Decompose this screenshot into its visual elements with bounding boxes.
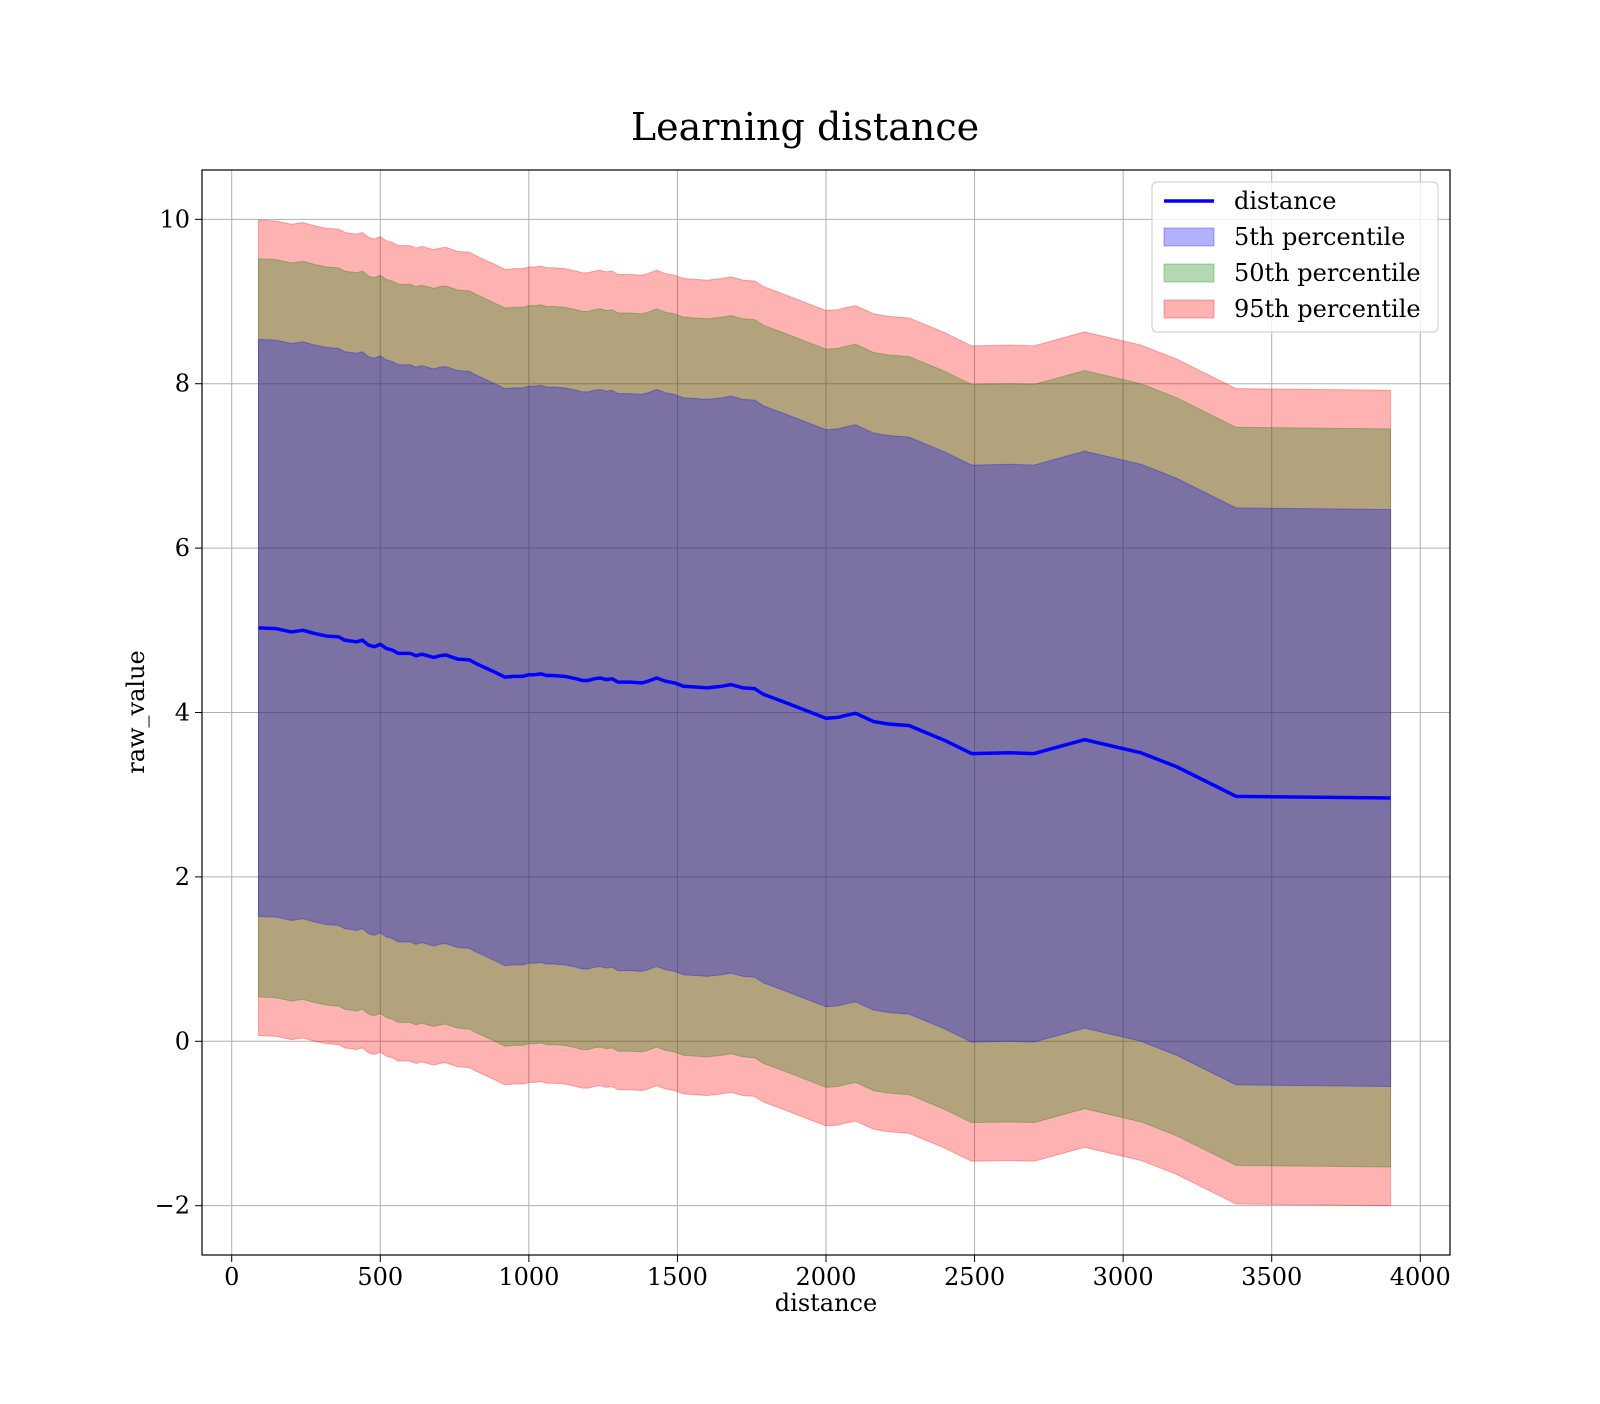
- x-tick-label: 500: [357, 1263, 403, 1291]
- legend-swatch-5th-percentile: [1163, 227, 1215, 247]
- y-tick-label: 8: [175, 370, 190, 398]
- x-tick-label: 2000: [795, 1263, 856, 1291]
- legend-label-50th-percentile: 50th percentile: [1234, 259, 1421, 287]
- legend-label-distance: distance: [1234, 187, 1336, 215]
- chart-title: Learning distance: [631, 105, 979, 149]
- x-tick-label: 3000: [1093, 1263, 1154, 1291]
- y-tick-label: 0: [175, 1027, 190, 1055]
- y-axis-ticks: −2 0 2 4 6 8 10: [155, 205, 202, 1220]
- x-tick-label: 2500: [944, 1263, 1005, 1291]
- x-axis-label: distance: [775, 1289, 877, 1317]
- legend-swatch-95th-percentile: [1163, 299, 1215, 319]
- x-tick-label: 4000: [1390, 1263, 1451, 1291]
- x-axis-ticks: 0 500 1000 1500 2000 2500 3000 3500 4000: [224, 1255, 1451, 1291]
- series-lines: [258, 626, 1391, 800]
- x-tick-label: 1000: [498, 1263, 559, 1291]
- y-tick-label: 4: [175, 699, 190, 727]
- x-tick-label: 0: [224, 1263, 239, 1291]
- grid: [202, 170, 1450, 1255]
- y-tick-label: −2: [155, 1192, 190, 1220]
- legend: distance 5th percentile 50th percentile 95t…: [1151, 181, 1439, 333]
- y-tick-label: 10: [159, 205, 190, 233]
- legend-label-95th-percentile: 95th percentile: [1234, 295, 1421, 323]
- legend-label-5th-percentile: 5th percentile: [1234, 223, 1405, 251]
- y-tick-label: 6: [175, 534, 190, 562]
- percentile-bands: [257, 219, 1392, 1207]
- line-distance: [258, 626, 1391, 800]
- y-axis-label: raw_value: [122, 650, 150, 774]
- legend-frame: [1151, 181, 1439, 333]
- band-5th-percentile: [257, 338, 1392, 1088]
- band-50th-percentile: [257, 258, 1392, 1168]
- y-tick-label: 2: [175, 863, 190, 891]
- x-tick-label: 1500: [647, 1263, 708, 1291]
- band-95th-percentile: [257, 219, 1392, 1207]
- legend-swatch-50th-percentile: [1163, 263, 1215, 283]
- x-tick-label: 3500: [1241, 1263, 1302, 1291]
